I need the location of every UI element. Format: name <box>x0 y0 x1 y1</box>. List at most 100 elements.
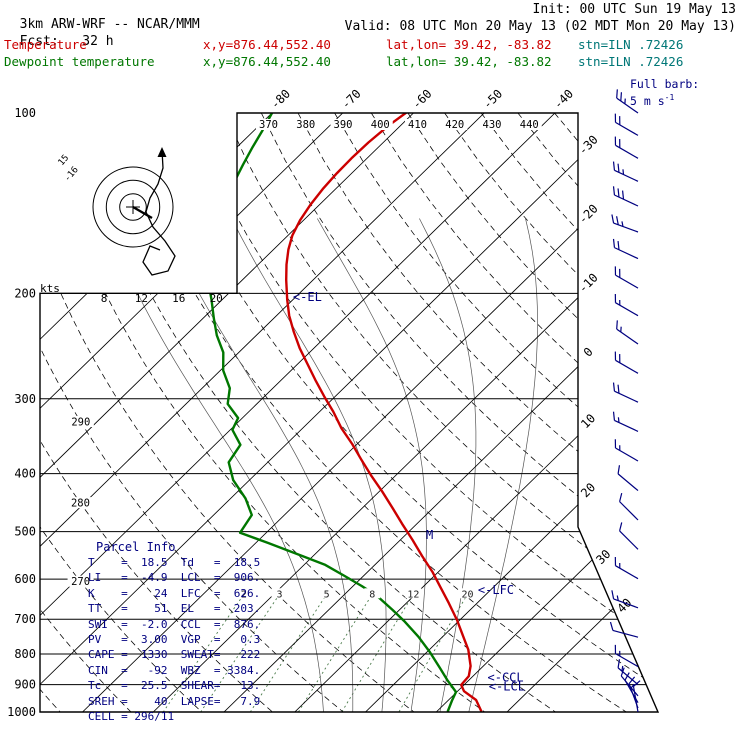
level-annotation: <-LCL <box>489 679 525 693</box>
barb-legend: Full barb: 5 m s-1 <box>630 78 699 108</box>
label-mask <box>516 119 542 130</box>
label-mask <box>67 575 94 587</box>
wind-barb <box>614 293 639 317</box>
theta-label-left: 270 <box>71 576 90 588</box>
level-annotation: <-LFC <box>478 583 514 597</box>
wind-barb <box>616 320 639 345</box>
hodograph-ring <box>92 166 174 248</box>
dry-adiabat <box>40 113 285 712</box>
theta-label-top: 400 <box>371 119 390 131</box>
pressure-label: 100 <box>14 106 36 120</box>
isotherm <box>435 113 658 712</box>
wind-barb <box>611 590 639 609</box>
init-time: Init: 00 UTC Sun 19 May 13 <box>532 2 737 17</box>
temperature-xy: x,y=876.44,552.40 <box>203 37 331 52</box>
hodograph-ring <box>119 193 147 221</box>
isotherm-label-right: 0 <box>581 345 596 360</box>
level-annotation: M <box>426 528 433 542</box>
label-mask <box>318 588 335 599</box>
mixing-ratio-line <box>333 592 415 712</box>
parcel-info-table: T = 18.5 Td = 18.5 LI = -4.9 LCL = 906. … <box>88 556 261 724</box>
dry-adiabat <box>334 113 658 712</box>
mixing-ratio-label: 2 <box>241 589 247 600</box>
hodograph-corner-label: -16 <box>63 165 81 184</box>
hodograph-arrowhead <box>157 147 167 157</box>
wind-barb <box>614 556 639 580</box>
theta-label-top: 390 <box>334 119 353 131</box>
wind-barb <box>619 492 639 521</box>
dry-adiabat <box>517 113 658 712</box>
model-title: 3km ARW-WRF -- NCAR/MMM <box>19 17 200 32</box>
isotherm <box>506 113 658 712</box>
mixing-ratio-label: 8 <box>369 589 375 600</box>
label-mask <box>255 119 281 130</box>
isotherm <box>223 113 658 712</box>
header-row-2: Fcst: 32 h Valid: 08 UTC Mon 20 May 13 (… <box>4 19 736 64</box>
isotherm <box>40 113 627 712</box>
dry-adiabat <box>407 113 658 712</box>
isotherm <box>365 113 658 712</box>
temperature-latlon: lat,lon= 39.42, -83.82 <box>386 37 552 52</box>
wind-barb <box>612 186 639 207</box>
wind-barb <box>609 621 639 638</box>
isotherm-label-right: 20 <box>578 480 598 500</box>
dewpoint-label: Dewpoint temperature <box>4 54 155 69</box>
dry-adiabat <box>40 113 357 712</box>
mixing-ratio-line <box>154 592 246 712</box>
wind-barb-column <box>609 89 641 713</box>
barb-legend-line1: Full barb: <box>630 77 700 91</box>
wind-barb <box>616 89 639 114</box>
pressure-label: 1000 <box>7 705 36 719</box>
label-mask <box>67 416 94 428</box>
dry-adiabat <box>151 113 658 712</box>
dry-adiabat <box>297 113 658 712</box>
dry-adiabat <box>40 113 214 712</box>
isotherm <box>40 113 344 712</box>
hodograph-kts-label: kts <box>40 282 60 295</box>
temperature-curve <box>285 113 483 712</box>
dry-adiabat <box>77 113 571 712</box>
dry-adiabat <box>627 113 658 712</box>
level-annotation: <-CCL <box>488 671 524 685</box>
label-mask <box>235 588 252 599</box>
isotherm <box>152 113 658 712</box>
wind-barb <box>612 382 639 403</box>
hodograph-ring <box>105 179 161 235</box>
pressure-label: 200 <box>14 286 36 300</box>
dewpoint-latlon: lat,lon= 39.42, -83.82 <box>386 54 552 69</box>
pressure-label: 800 <box>14 647 36 661</box>
isotherm-label-right: -20 <box>576 201 601 226</box>
isotherm-label-top: -60 <box>409 87 434 112</box>
label-mask <box>330 119 356 130</box>
plot-border <box>39 112 660 713</box>
isotherm-label-top: -50 <box>480 87 505 112</box>
dry-adiabat <box>260 113 658 712</box>
wind-barb <box>612 238 639 260</box>
parcel-info-title: Parcel Info <box>96 540 176 554</box>
label-mask <box>479 119 505 130</box>
wind-barb <box>614 113 639 136</box>
theta-label-top: 430 <box>483 119 502 131</box>
moist-adiabat <box>316 218 427 712</box>
theta-label-top: 380 <box>296 119 315 131</box>
dry-adiabat <box>370 113 658 712</box>
label-mask <box>293 119 319 130</box>
valid-time: Valid: 08 UTC Mon 20 May 13 (02 MDT Mon … <box>344 19 736 34</box>
mixing-ratio-line <box>192 592 282 712</box>
wind-barb <box>614 136 639 159</box>
storm-motion-vector <box>132 205 153 220</box>
pressure-label: 600 <box>14 572 36 586</box>
isotherm-label-right: 10 <box>578 411 598 431</box>
label-mask <box>459 588 476 599</box>
dewpoint-xy: x,y=876.44,552.40 <box>203 54 331 69</box>
header-row-1: 3km ARW-WRF -- NCAR/MMM Init: 00 UTC Sun… <box>4 2 736 47</box>
mixing-ratio-label: 5 <box>324 589 330 600</box>
mixing-ratio-line <box>241 592 329 712</box>
isotherm <box>294 113 658 712</box>
wind-barb <box>614 266 639 289</box>
dry-adiabat <box>40 113 70 712</box>
hodograph: 15-16 kts 8 12 16 20 <box>40 147 223 305</box>
isotherm-label-right: -10 <box>576 270 601 295</box>
hodograph-ring-value: 8 <box>101 292 108 305</box>
